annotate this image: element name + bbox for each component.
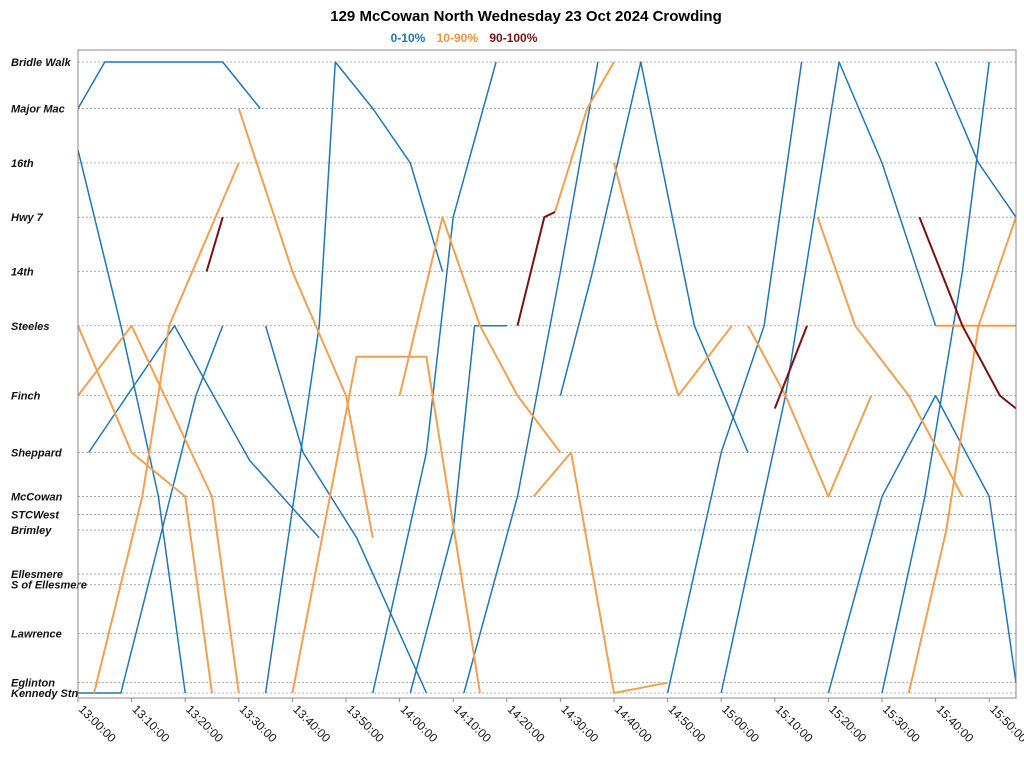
vehicle-trace [516,211,556,327]
vehicle-trace [93,162,240,694]
vehicle-trace [918,216,1017,410]
x-tick-label: 14:20:00 [505,702,548,745]
stop-label: Finch [11,391,41,403]
vehicle-trace [881,61,990,694]
x-tick-label: 15:50:00 [987,702,1024,745]
x-tick-label: 13:50:00 [344,702,387,745]
vehicle-trace [666,61,803,694]
stop-label: Kennedy Stn [11,688,79,700]
x-tick-label: 13:40:00 [290,702,333,745]
vehicle-trace [264,61,444,694]
x-tick-label: 13:20:00 [183,702,226,745]
stop-label: S of Ellesmere [11,579,87,591]
vehicle-traces [77,61,1017,694]
vehicle-trace [463,61,599,694]
stop-label: 14th [11,266,34,278]
vehicle-trace [827,394,1017,694]
x-tick-label: 14:50:00 [665,702,708,745]
stop-label: Steeles [11,321,50,333]
vehicle-trace [816,216,964,497]
plot-frame [77,49,1017,699]
stop-labels: Bridle Walk Major Mac 16th Hwy 7 14th Steeles… [11,57,87,700]
vehicle-trace [398,216,562,454]
stop-label: Brimley [11,525,52,537]
x-tick-labels: 13:00:00 13:10:00 13:20:00 13:30:00 13:40:00… [76,698,1024,745]
vehicle-trace [205,216,224,272]
vehicle-trace [747,325,873,498]
vehicle-trace [77,325,213,694]
x-tick-label: 13:10:00 [129,702,172,745]
stop-label: STCWest [11,510,60,522]
vehicle-trace [372,61,497,694]
stop-label: Hwy 7 [11,212,44,224]
chart-title: 129 McCowan North Wednesday 23 Oct 2024 … [330,8,722,25]
legend-item-mid: 10-90% [436,31,478,45]
vehicle-trace [720,61,937,694]
vehicle-trace [77,149,186,694]
vehicle-trace [78,325,224,694]
stop-label: McCowan [11,491,63,503]
x-tick-label: 15:20:00 [826,702,869,745]
legend-item-low: 0-10% [390,31,426,45]
vehicle-trace [237,108,374,538]
x-tick-label: 15:10:00 [773,702,816,745]
vehicle-trace [907,216,1017,694]
vehicle-trace [77,324,240,694]
vehicle-trace [613,162,733,397]
x-tick-label: 13:30:00 [237,702,280,745]
legend: 0-10% 10-90% 90-100% [0,31,928,45]
x-tick-label: 15:40:00 [933,702,976,745]
x-tick-label: 14:00:00 [397,702,440,745]
x-tick-label: 14:30:00 [558,702,601,745]
stop-label: Lawrence [11,629,62,641]
stop-label: Eglinton [11,678,55,690]
vehicle-trace [88,325,320,539]
x-tick-label: 15:00:00 [719,702,762,745]
x-tick-label: 14:40:00 [612,702,655,745]
x-tick-label: 13:00:00 [76,702,119,745]
gridlines [78,61,1016,694]
x-tick-label: 14:10:00 [451,702,494,745]
stop-label: Bridle Walk [11,57,72,69]
vehicle-trace [409,325,507,694]
x-tick-label: 15:30:00 [880,702,923,745]
vehicle-trace [934,61,1017,218]
vehicle-trace [554,61,615,213]
vehicle-trace [559,61,749,453]
stop-label: Major Mac [11,104,65,116]
stop-label: Ellesmere [11,569,63,581]
vehicle-trace [532,451,668,694]
vehicle-trace [77,61,261,109]
vehicle-trace [773,325,808,409]
stop-label: 16th [11,158,34,170]
stop-label: Sheppard [11,447,62,459]
vehicle-trace [291,355,481,694]
legend-item-high: 90-100% [489,31,538,45]
